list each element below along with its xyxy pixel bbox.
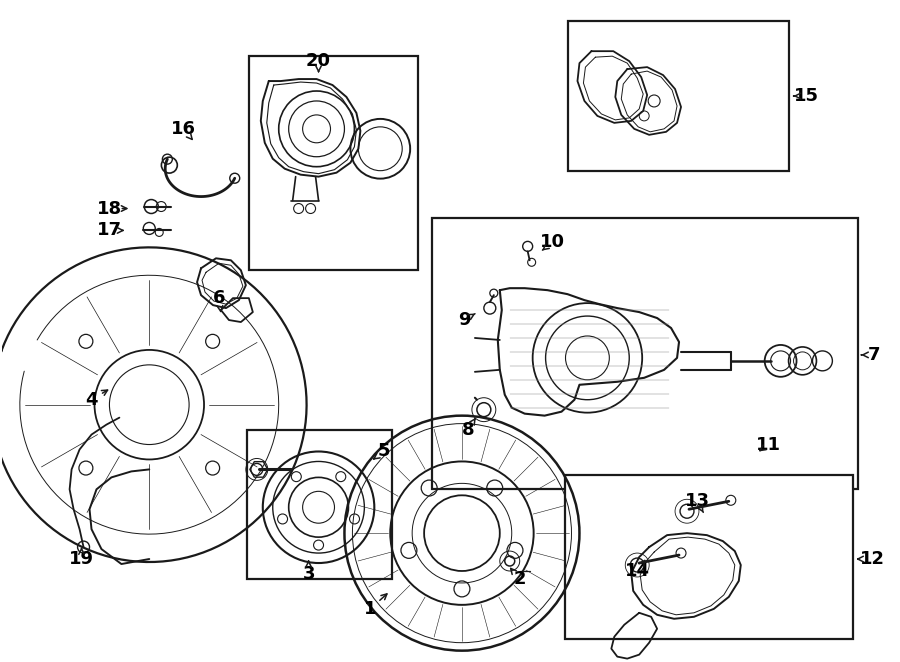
Text: 1: 1 (364, 600, 376, 618)
Text: 20: 20 (306, 52, 331, 70)
Bar (247, 430, 392, 579)
Text: 2: 2 (514, 570, 526, 588)
Text: 19: 19 (69, 550, 94, 568)
Bar (564, 475, 853, 639)
Text: 11: 11 (756, 436, 781, 453)
Text: 8: 8 (462, 420, 474, 439)
Text: 17: 17 (97, 221, 122, 240)
Text: 14: 14 (625, 562, 650, 580)
Text: 6: 6 (212, 289, 225, 307)
Text: 18: 18 (97, 199, 122, 218)
Text: 3: 3 (302, 565, 315, 583)
Text: 7: 7 (868, 346, 880, 364)
Text: 10: 10 (540, 234, 565, 252)
Bar (568, 21, 788, 171)
Text: 15: 15 (794, 87, 819, 105)
Text: 12: 12 (860, 550, 885, 568)
Text: 9: 9 (458, 311, 470, 329)
Text: 13: 13 (685, 493, 709, 510)
Text: 16: 16 (171, 120, 195, 138)
Text: 5: 5 (378, 442, 391, 461)
Bar (248, 56, 418, 270)
Bar (432, 218, 859, 489)
Text: 4: 4 (86, 391, 98, 408)
